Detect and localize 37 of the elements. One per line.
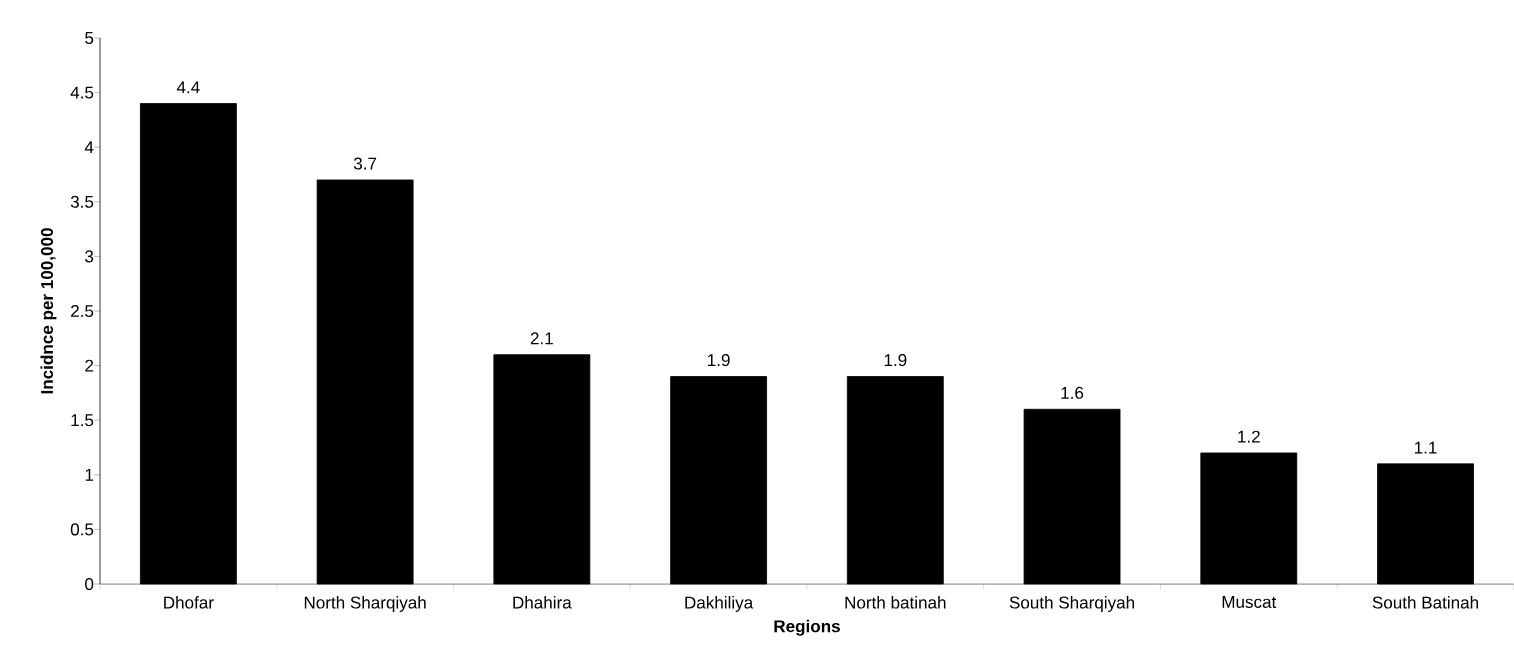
data-label: 1.1 [1414, 441, 1437, 454]
x-tick-label: Muscat [1222, 596, 1277, 608]
bar [846, 376, 944, 585]
y-tick-label: 3.5 [70, 195, 94, 208]
x-tick-label: Dhahira [513, 596, 572, 609]
bar [493, 354, 591, 585]
x-tick-label: North batinah [845, 596, 946, 609]
y-tick-label: 2 [85, 359, 94, 372]
y-tick-label: 4 [84, 141, 94, 154]
x-tick-label: North Sharqiyah [304, 596, 426, 612]
y-tick-label: 0 [85, 577, 94, 591]
bar [1200, 452, 1298, 585]
x-tick-label: South Batinah [1372, 596, 1479, 609]
data-label: 3.7 [353, 157, 377, 170]
data-label: 1.6 [1061, 386, 1084, 399]
y-tick-label: 5 [85, 32, 94, 44]
bar [316, 179, 414, 585]
y-tick-label: 2.5 [71, 304, 94, 318]
data-label: 1.2 [1238, 430, 1260, 443]
y-tick-label: 0.5 [70, 523, 94, 536]
x-axis-title: Regions [774, 619, 840, 636]
y-tick-label: 3 [85, 250, 94, 263]
x-tick-label: Dhofar [164, 596, 214, 609]
y-tick-label: 1 [85, 468, 94, 481]
data-label: 1.9 [708, 354, 730, 367]
bar [1023, 408, 1121, 585]
bar [139, 103, 237, 585]
data-label: 2.1 [530, 332, 553, 345]
x-tick-label: South Sharqiyah [1009, 596, 1135, 612]
y-axis-title: Incidnce per 100,000 [40, 228, 57, 394]
bar [1377, 463, 1474, 585]
bar [670, 376, 767, 585]
y-tick-label: 1.5 [71, 414, 94, 427]
x-tick-label: Dakhiliya [685, 596, 754, 612]
data-label: 1.9 [884, 354, 907, 367]
y-tick-label: 4.5 [70, 86, 94, 99]
data-label: 4.4 [176, 81, 200, 94]
